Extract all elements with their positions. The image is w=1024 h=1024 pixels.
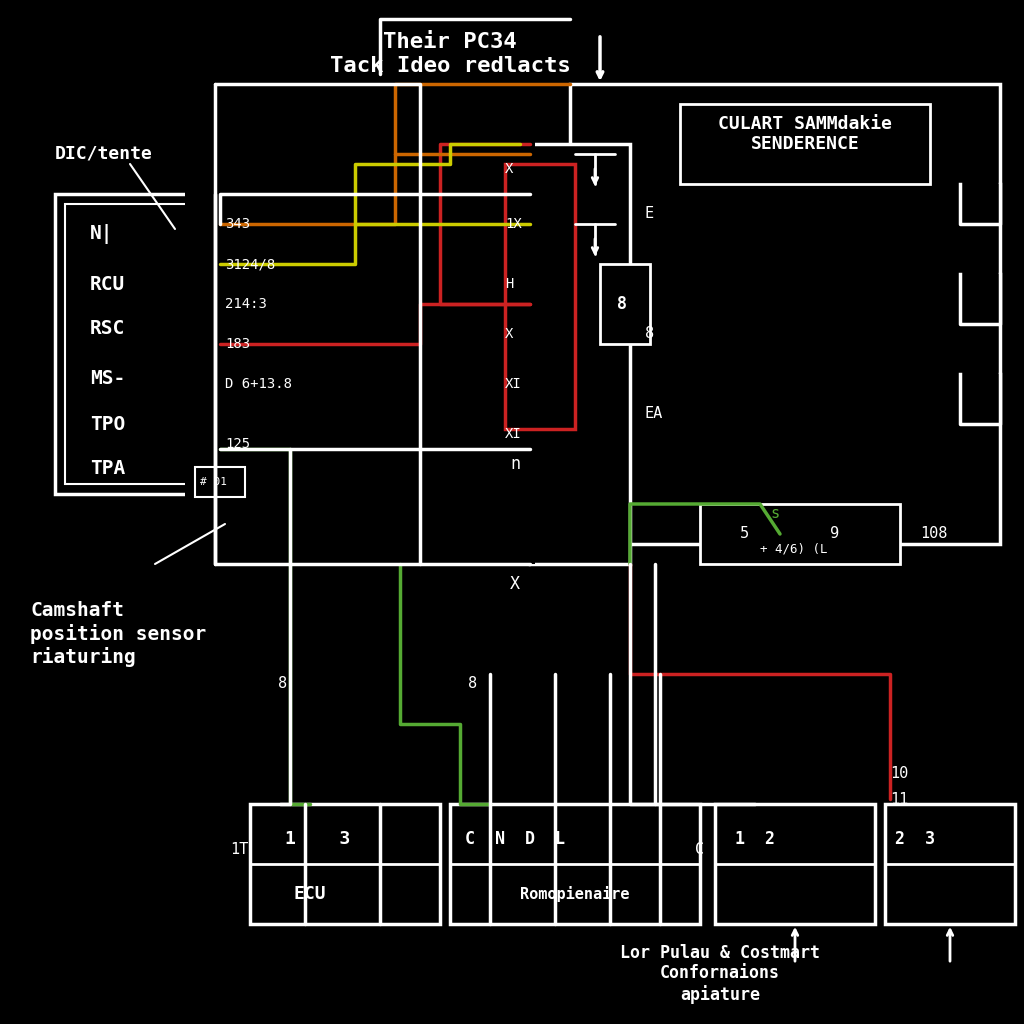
Text: DIC/tente: DIC/tente — [55, 145, 153, 163]
Bar — [65, 204, 210, 484]
Bar — [885, 804, 1015, 924]
Bar — [961, 274, 1000, 324]
Text: RCU: RCU — [90, 274, 125, 294]
Bar — [530, 144, 630, 564]
Text: 183: 183 — [225, 337, 250, 351]
Text: 1T: 1T — [230, 842, 248, 856]
Bar — [961, 374, 1000, 424]
Text: 214:3: 214:3 — [225, 297, 267, 311]
Text: 3124/8: 3124/8 — [225, 257, 275, 271]
Text: D 6+13.8: D 6+13.8 — [225, 377, 292, 391]
Bar — [55, 194, 220, 494]
Text: CULART SAMMdakie
SENDERENCE: CULART SAMMdakie SENDERENCE — [718, 115, 892, 154]
Bar — [961, 184, 1000, 224]
Text: 108: 108 — [920, 526, 947, 542]
Text: Their PC34
Tack Ideo redlacts: Their PC34 Tack Ideo redlacts — [330, 33, 570, 76]
Text: H: H — [505, 278, 513, 291]
Text: ECU: ECU — [294, 885, 327, 903]
Bar — [570, 84, 1000, 544]
Text: Camshaft
position sensor
riaturing: Camshaft position sensor riaturing — [30, 601, 206, 667]
Bar — [450, 804, 700, 924]
Text: MS-: MS- — [90, 370, 125, 388]
Text: Lor Pulau & Costmart
Confornaions
apiature: Lor Pulau & Costmart Confornaions apiatu… — [620, 943, 820, 1005]
Text: X: X — [505, 162, 513, 176]
Text: s: s — [770, 507, 779, 521]
Bar — [505, 164, 575, 429]
Text: 8: 8 — [645, 327, 654, 341]
Text: 343: 343 — [225, 217, 250, 231]
Text: 10: 10 — [890, 767, 908, 781]
Text: 5: 5 — [740, 526, 750, 542]
Text: 125: 125 — [225, 437, 250, 451]
Text: Romopienaire: Romopienaire — [520, 886, 630, 902]
Text: 2  3: 2 3 — [895, 830, 935, 848]
Text: TPA: TPA — [90, 460, 125, 478]
Text: EA: EA — [645, 407, 664, 422]
Bar — [715, 804, 874, 924]
Text: RSC: RSC — [90, 319, 125, 339]
Text: 11: 11 — [890, 792, 908, 807]
Text: 8: 8 — [278, 677, 287, 691]
Bar — [600, 264, 650, 344]
Text: X: X — [510, 575, 520, 593]
Text: C  N  D  L: C N D L — [465, 830, 565, 848]
Bar — [195, 467, 245, 497]
Text: 9: 9 — [830, 526, 839, 542]
Text: TPO: TPO — [90, 415, 125, 433]
Text: XI: XI — [505, 377, 522, 391]
Text: n: n — [510, 455, 520, 473]
Text: 1X: 1X — [505, 217, 522, 231]
Text: + 4/6) (L: + 4/6) (L — [760, 543, 827, 555]
Bar — [250, 804, 440, 924]
Text: N|: N| — [90, 224, 114, 244]
Bar — [680, 104, 930, 184]
Text: 8: 8 — [617, 295, 627, 313]
Text: 1    3: 1 3 — [285, 830, 350, 848]
Bar — [185, 84, 535, 564]
Text: 1  2: 1 2 — [735, 830, 775, 848]
Text: # 01: # 01 — [200, 477, 227, 487]
Text: X: X — [505, 327, 513, 341]
Text: C: C — [695, 842, 705, 856]
Text: E: E — [645, 207, 654, 221]
Text: XI: XI — [505, 427, 522, 441]
Bar — [700, 504, 900, 564]
Text: 8: 8 — [468, 677, 477, 691]
